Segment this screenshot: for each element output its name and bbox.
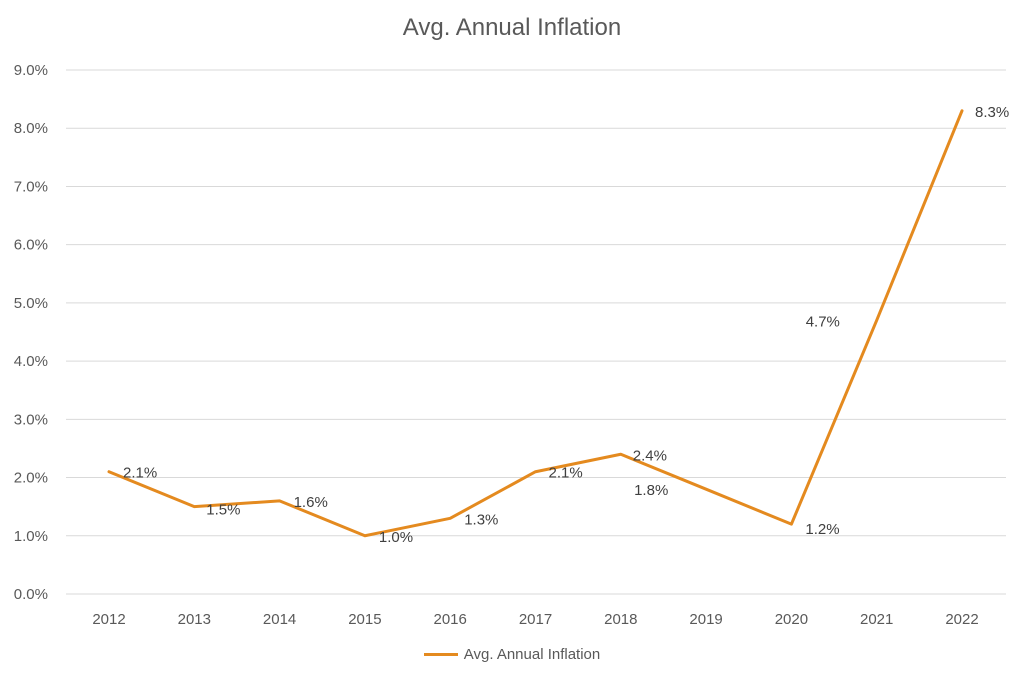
x-tick-label: 2015 — [348, 611, 381, 628]
data-label: 1.0% — [379, 529, 413, 546]
y-tick-label: 8.0% — [14, 120, 48, 137]
y-tick-label: 7.0% — [14, 178, 48, 195]
x-tick-label: 2014 — [263, 611, 296, 628]
data-label: 1.6% — [294, 494, 328, 511]
legend-swatch — [423, 653, 458, 656]
data-label: 2.1% — [549, 465, 583, 482]
data-label: 1.3% — [464, 511, 498, 528]
y-tick-label: 9.0% — [14, 62, 48, 79]
legend-label: Avg. Annual Inflation — [463, 646, 601, 663]
x-tick-label: 2016 — [434, 611, 467, 628]
x-tick-label: 2019 — [689, 611, 722, 628]
x-tick-label: 2017 — [519, 611, 552, 628]
y-tick-label: 5.0% — [14, 295, 48, 312]
data-label: 1.2% — [805, 521, 839, 538]
data-label: 4.7% — [806, 313, 840, 330]
x-tick-label: 2020 — [775, 611, 808, 628]
series-line — [107, 109, 964, 538]
data-label: 1.8% — [634, 482, 668, 499]
y-tick-label: 1.0% — [14, 528, 48, 545]
data-label: 8.3% — [975, 104, 1009, 121]
x-tick-label: 2022 — [945, 611, 978, 628]
x-tick-label: 2018 — [604, 611, 637, 628]
data-label: 1.5% — [206, 502, 240, 519]
y-tick-label: 2.0% — [14, 470, 48, 487]
x-tick-label: 2013 — [178, 611, 211, 628]
x-tick-label: 2021 — [860, 611, 893, 628]
data-label: 2.4% — [633, 447, 667, 464]
chart-title: Avg. Annual Inflation — [402, 14, 622, 41]
data-label: 2.1% — [123, 465, 157, 482]
x-tick-label: 2012 — [92, 611, 125, 628]
y-tick-label: 6.0% — [14, 237, 48, 254]
legend: Avg. Annual Inflation — [0, 646, 1024, 663]
y-tick-label: 3.0% — [14, 411, 48, 428]
y-tick-label: 0.0% — [14, 586, 48, 603]
y-tick-label: 4.0% — [14, 353, 48, 370]
